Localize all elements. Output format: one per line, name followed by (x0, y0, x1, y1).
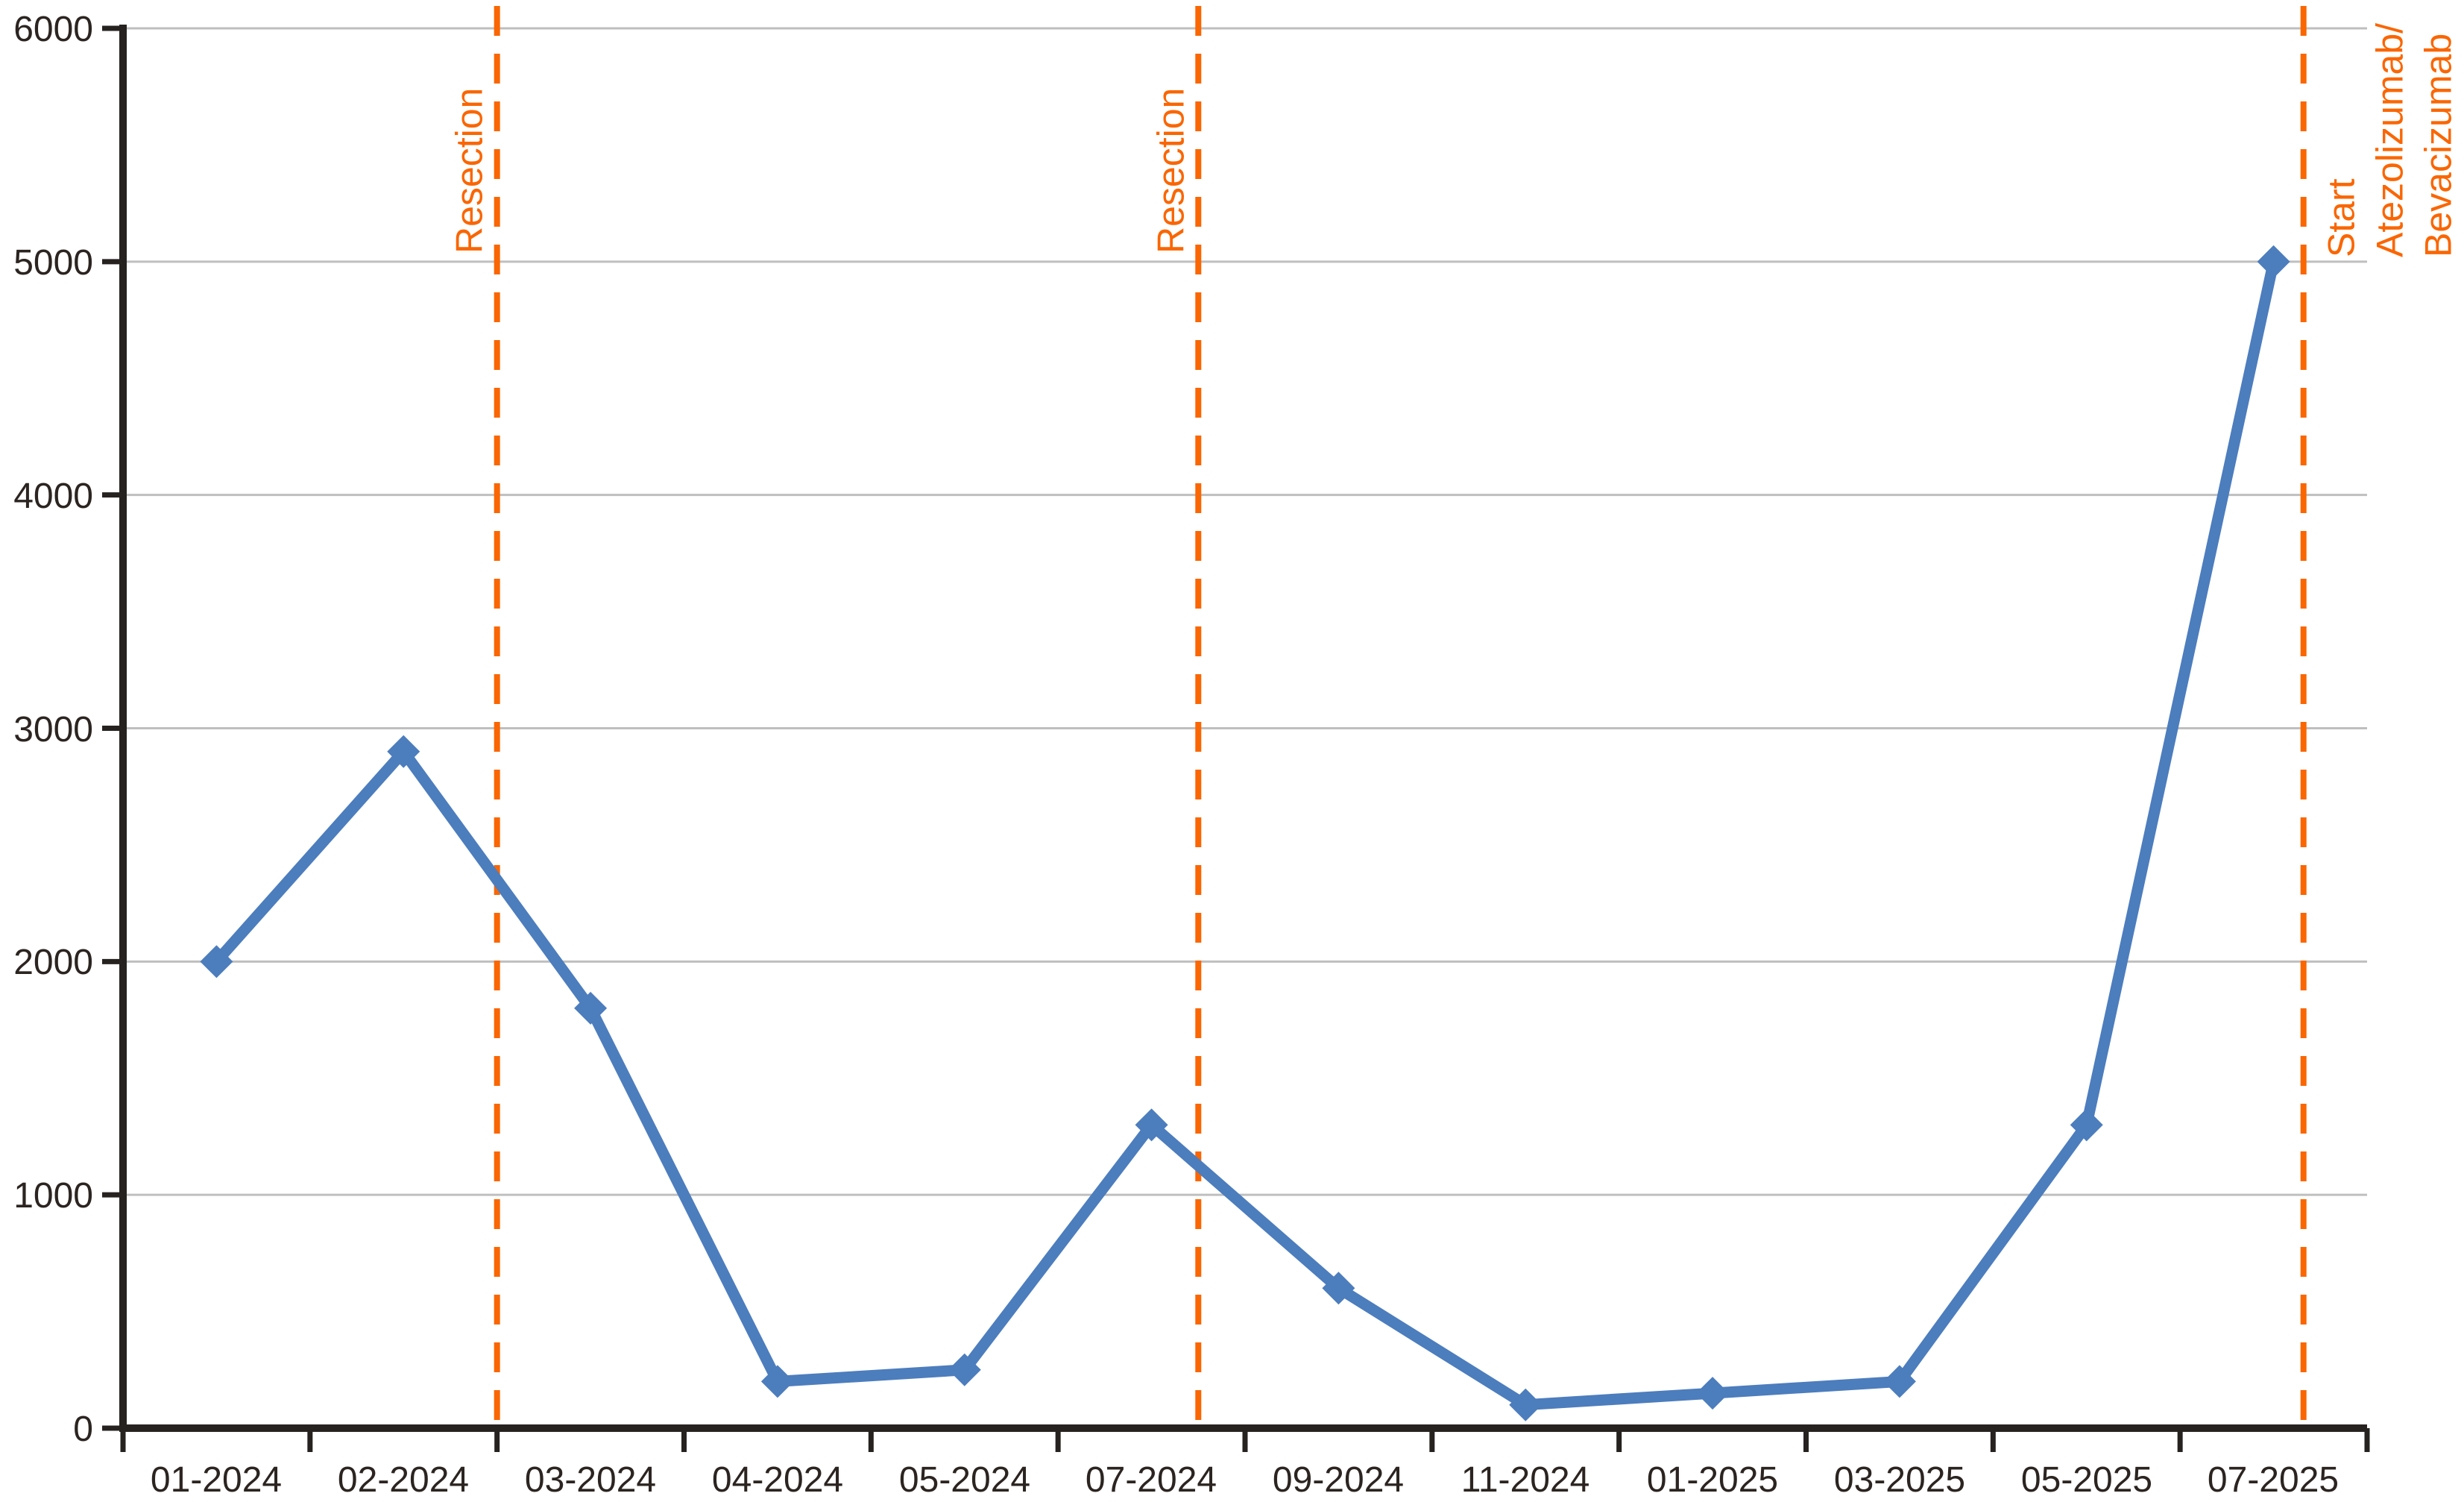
x-tick-label: 05-2025 (2021, 1460, 2152, 1500)
data-point-marker (1509, 1388, 1543, 1421)
y-tick-label: 1000 (13, 1176, 93, 1216)
x-tick-label: 01-2024 (151, 1460, 282, 1500)
x-tick-label: 04-2024 (712, 1460, 843, 1500)
data-point-marker (574, 991, 608, 1025)
x-tick-label: 07-2024 (1086, 1460, 1217, 1500)
data-point-marker (948, 1353, 981, 1386)
x-axis-labels: 01-2024 02-2024 03-2024 04-2024 05-2024 … (151, 1460, 2339, 1500)
y-tick-label: 3000 (13, 710, 93, 750)
data-point-marker (760, 1365, 794, 1398)
annotation-label-start-atezolizumab-bevacizumab: Atezolizumab/ (2369, 23, 2411, 257)
data-point-marker (2257, 245, 2290, 278)
data-point-marker (387, 735, 420, 768)
x-tick-label: 03-2024 (525, 1460, 656, 1500)
tick-marks-layer (102, 25, 2370, 1452)
data-point-marker (1322, 1272, 1355, 1305)
x-tick-label: 02-2024 (338, 1460, 469, 1500)
x-tick-label: 05-2024 (899, 1460, 1030, 1500)
x-tick-label: 11-2024 (1461, 1460, 1590, 1500)
x-tick-label: 07-2025 (2208, 1460, 2339, 1500)
x-tick-label: 01-2025 (1647, 1460, 1778, 1500)
series-layer (200, 245, 2290, 1421)
annotation-label-start-atezolizumab-bevacizumab: Bevacizumab (2418, 34, 2460, 257)
annotations-layer: Resection Resection Start Atezolizumab/Beva… (449, 6, 2460, 1427)
y-tick-label: 5000 (13, 243, 93, 283)
data-point-marker (1135, 1108, 1168, 1142)
y-tick-label: 0 (73, 1410, 93, 1449)
data-point-marker (1882, 1365, 1916, 1398)
annotation-label-resection-1: Resection (449, 88, 491, 254)
y-tick-label: 6000 (13, 10, 93, 49)
y-axis-labels: 0 1000 2000 3000 4000 5000 6000 (13, 10, 93, 1449)
x-tick-label: 03-2025 (1834, 1460, 1965, 1500)
y-tick-label: 4000 (13, 477, 93, 516)
y-tick-label: 2000 (13, 943, 93, 982)
series-line (210, 256, 2280, 1411)
data-point-marker (2070, 1108, 2103, 1142)
annotation-label-start-atezolizumab-bevacizumab: Start (2321, 178, 2363, 257)
data-point-marker (200, 945, 233, 978)
x-tick-label: 09-2024 (1273, 1460, 1404, 1500)
annotation-label-resection-2: Resection (1150, 88, 1191, 254)
data-point-marker (1696, 1377, 1730, 1410)
